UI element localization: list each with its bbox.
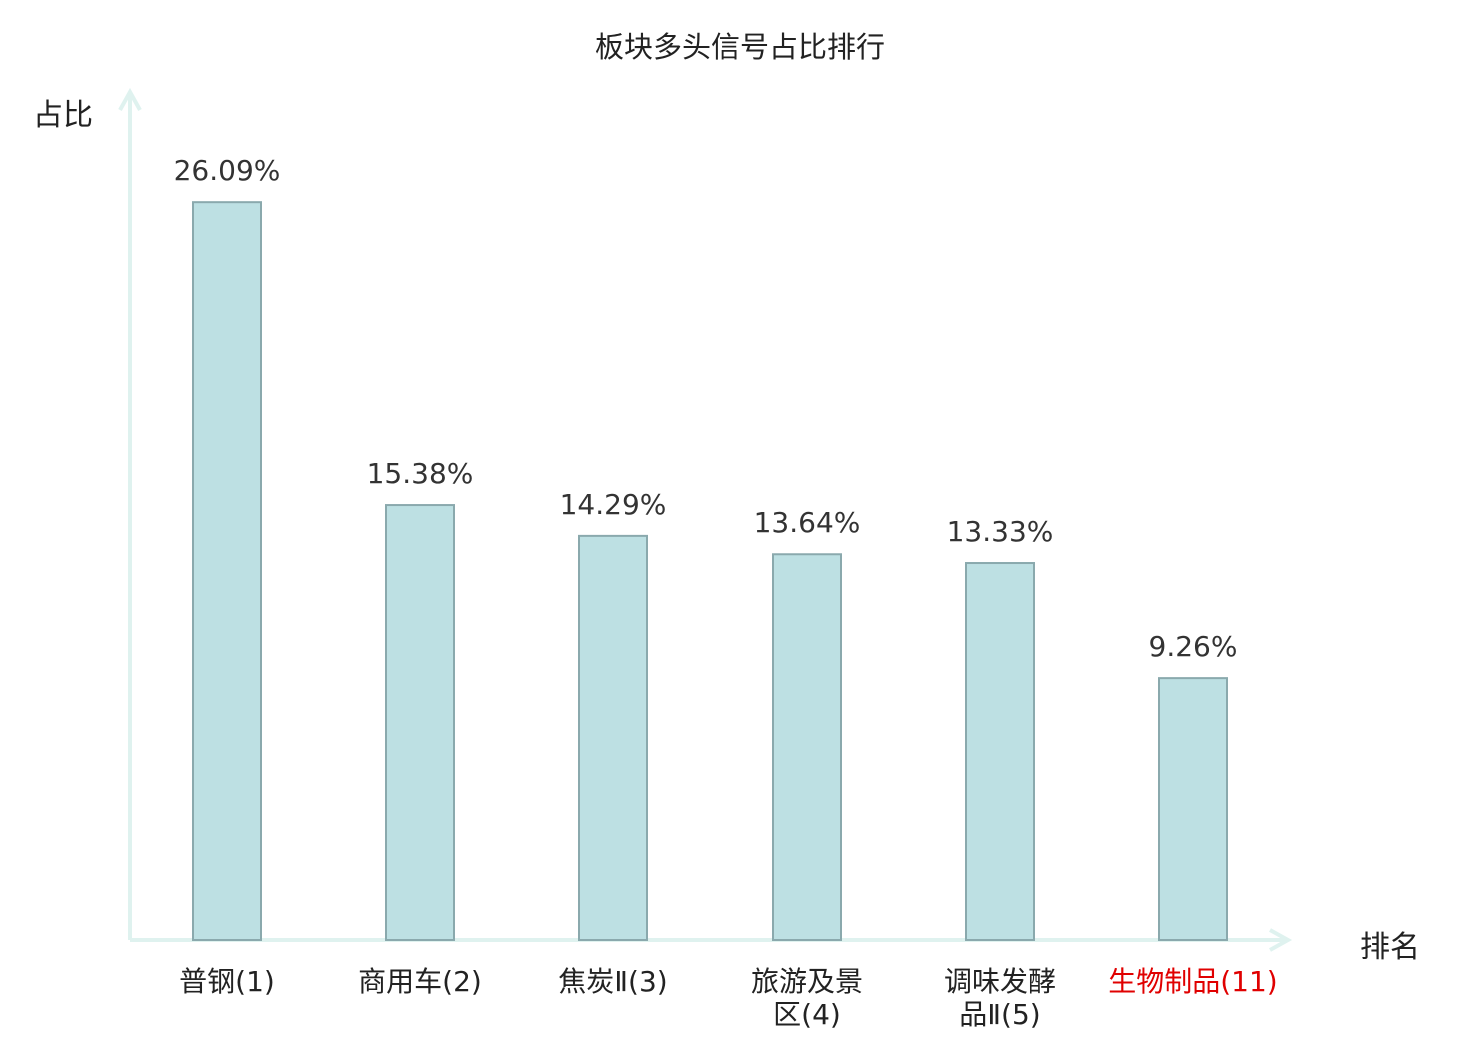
bar-1 bbox=[192, 201, 262, 941]
chart-title: 板块多头信号占比排行 bbox=[594, 30, 885, 64]
value-label-3: 14.29% bbox=[559, 487, 667, 521]
bar-3 bbox=[578, 534, 648, 941]
bar-2 bbox=[385, 504, 455, 941]
bar-6 bbox=[1158, 677, 1228, 941]
category-label-5: 调味发酵 品Ⅱ(5) bbox=[915, 965, 1085, 1031]
category-label-6: 生物制品(11) bbox=[1108, 965, 1278, 998]
category-label-2: 商用车(2) bbox=[335, 965, 505, 998]
category-label-line: 普钢(1) bbox=[179, 965, 275, 998]
bar-4 bbox=[772, 553, 842, 941]
y-axis-arrow-icon bbox=[118, 87, 142, 111]
category-label-4: 旅游及景 区(4) bbox=[722, 965, 892, 1031]
category-label-line: 区(4) bbox=[773, 998, 841, 1031]
category-label-line: 旅游及景 bbox=[750, 965, 863, 998]
x-axis-label: 排名 bbox=[1360, 930, 1420, 965]
category-label-line: 调味发酵 bbox=[943, 965, 1056, 998]
y-axis-label: 占比 bbox=[33, 98, 93, 133]
category-label-3: 焦炭Ⅱ(3) bbox=[528, 965, 698, 998]
category-label-line: 焦炭Ⅱ(3) bbox=[558, 965, 668, 998]
value-label-6: 9.26% bbox=[1148, 630, 1238, 664]
x-axis-arrow-icon bbox=[1269, 928, 1293, 952]
category-label-1: 普钢(1) bbox=[142, 965, 312, 998]
value-label-1: 26.09% bbox=[173, 154, 281, 188]
value-label-2: 15.38% bbox=[366, 457, 474, 491]
value-label-5: 13.33% bbox=[946, 515, 1054, 549]
category-label-line: 商用车(2) bbox=[358, 965, 482, 998]
category-label-line: 生物制品(11) bbox=[1108, 965, 1278, 998]
category-label-line: 品Ⅱ(5) bbox=[959, 998, 1041, 1031]
bar-5 bbox=[965, 562, 1035, 941]
value-label-4: 13.64% bbox=[753, 506, 861, 540]
bars-group bbox=[192, 201, 1228, 941]
